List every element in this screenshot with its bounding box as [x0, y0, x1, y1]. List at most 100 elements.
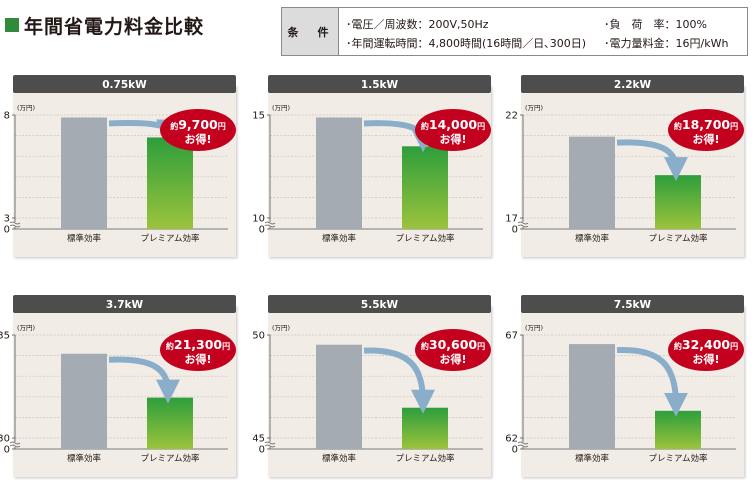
axis-break-icon [517, 441, 529, 448]
category-label-premium: プレミアム効率 [141, 233, 200, 244]
axis-break-icon [517, 221, 529, 228]
panel-header-bar [13, 295, 236, 313]
savings-suffix: お得! [184, 132, 211, 146]
chart-title: 1.5kW [361, 79, 399, 91]
panel-header-bar [521, 75, 744, 93]
savings-amount: 約30,600円 [421, 337, 485, 352]
y-tick-label: 0 [259, 445, 265, 456]
bar-premium [655, 175, 701, 229]
chart-title: 3.7kW [106, 299, 144, 311]
savings-amount: 約14,000円 [421, 117, 485, 132]
bar-standard [569, 136, 615, 229]
savings-badge [668, 329, 744, 371]
axis-break-icon [264, 221, 276, 228]
condition-load-factor: ･負 荷 率：100% [604, 18, 707, 31]
y-unit-label: (万円) [17, 324, 35, 332]
y-unit-label: (万円) [17, 104, 35, 112]
savings-suffix: お得! [184, 352, 211, 366]
bar-standard [316, 117, 362, 229]
category-label-standard: 標準効率 [575, 453, 610, 464]
condition-hours: ･年間運転時間：4,800時間(16時間／日､300日) [346, 37, 587, 50]
panel-header-bar [521, 295, 744, 313]
conditions-heading: 条 件 [282, 8, 339, 55]
axis-break-icon [9, 221, 21, 228]
bar-premium [147, 397, 193, 449]
saving-arrow-icon [363, 347, 435, 414]
y-tick-label: 0 [259, 225, 265, 236]
bar-standard [316, 344, 362, 449]
savings-amount: 約32,400円 [674, 337, 738, 352]
y-tick-label: 62 [505, 434, 518, 445]
savings-badge [415, 109, 491, 151]
axis-break-icon [264, 441, 276, 448]
conditions-box: 条 件 ･電圧／周波数：200V,50Hz ･年間運転時間：4,800時間(16… [281, 7, 748, 56]
category-label-standard: 標準効率 [67, 453, 102, 464]
savings-amount: 約9,700円 [170, 117, 226, 132]
y-tick-label: 67 [505, 331, 518, 342]
savings-amount: 約18,700円 [674, 117, 738, 132]
category-label-premium: プレミアム効率 [141, 453, 200, 464]
bar-standard [61, 117, 107, 229]
saving-arrow-icon [108, 356, 180, 404]
bar-standard [569, 344, 615, 449]
panel-header-bar [268, 295, 491, 313]
y-tick-label: 22 [505, 111, 518, 122]
saving-arrow-icon [616, 347, 688, 417]
chart-title: 5.5kW [361, 299, 399, 311]
y-tick-label: 15 [252, 111, 265, 122]
category-label-standard: 標準効率 [575, 233, 610, 244]
savings-suffix: お得! [692, 132, 719, 146]
category-label-standard: 標準効率 [322, 233, 357, 244]
category-label-standard: 標準効率 [67, 233, 102, 244]
chart-title: 0.75kW [102, 79, 147, 91]
bar-premium [402, 407, 448, 449]
panel-header-bar [268, 75, 491, 93]
bar-standard [61, 353, 107, 449]
y-tick-label: 0 [512, 225, 518, 236]
title-square-icon [5, 18, 19, 32]
category-label-premium: プレミアム効率 [649, 453, 708, 464]
condition-voltage: ･電圧／周波数：200V,50Hz [346, 18, 489, 31]
y-unit-label: (万円) [272, 104, 290, 112]
savings-suffix: お得! [439, 132, 466, 146]
bar-premium [402, 146, 448, 229]
y-tick-label: 3 [4, 214, 10, 225]
y-tick-label: 17 [505, 214, 518, 225]
savings-suffix: お得! [692, 352, 719, 366]
y-tick-label: 35 [0, 331, 10, 342]
savings-badge [668, 109, 744, 151]
y-tick-label: 8 [4, 111, 10, 122]
panel-header-bar [13, 75, 236, 93]
y-unit-label: (万円) [272, 324, 290, 332]
y-tick-label: 45 [252, 434, 265, 445]
y-tick-label: 0 [4, 445, 10, 456]
chart-title: 7.5kW [614, 299, 652, 311]
y-tick-label: 30 [0, 434, 10, 445]
savings-badge [160, 109, 236, 151]
category-label-standard: 標準効率 [322, 453, 357, 464]
category-label-premium: プレミアム効率 [396, 233, 455, 244]
saving-arrow-icon [616, 139, 688, 182]
y-unit-label: (万円) [525, 324, 543, 332]
category-label-premium: プレミアム効率 [649, 233, 708, 244]
savings-suffix: お得! [439, 352, 466, 366]
condition-rate: ･電力量料金：16円/kWh [604, 37, 729, 50]
y-unit-label: (万円) [525, 104, 543, 112]
y-tick-label: 10 [252, 214, 265, 225]
page-title: 年間省電力料金比較 [24, 16, 205, 38]
axis-break-icon [9, 441, 21, 448]
bar-premium [147, 137, 193, 229]
savings-badge [160, 329, 236, 371]
savings-amount: 約21,300円 [166, 337, 230, 352]
y-tick-label: 50 [252, 331, 265, 342]
y-tick-label: 0 [512, 445, 518, 456]
savings-badge [415, 329, 491, 371]
chart-title: 2.2kW [614, 79, 652, 91]
